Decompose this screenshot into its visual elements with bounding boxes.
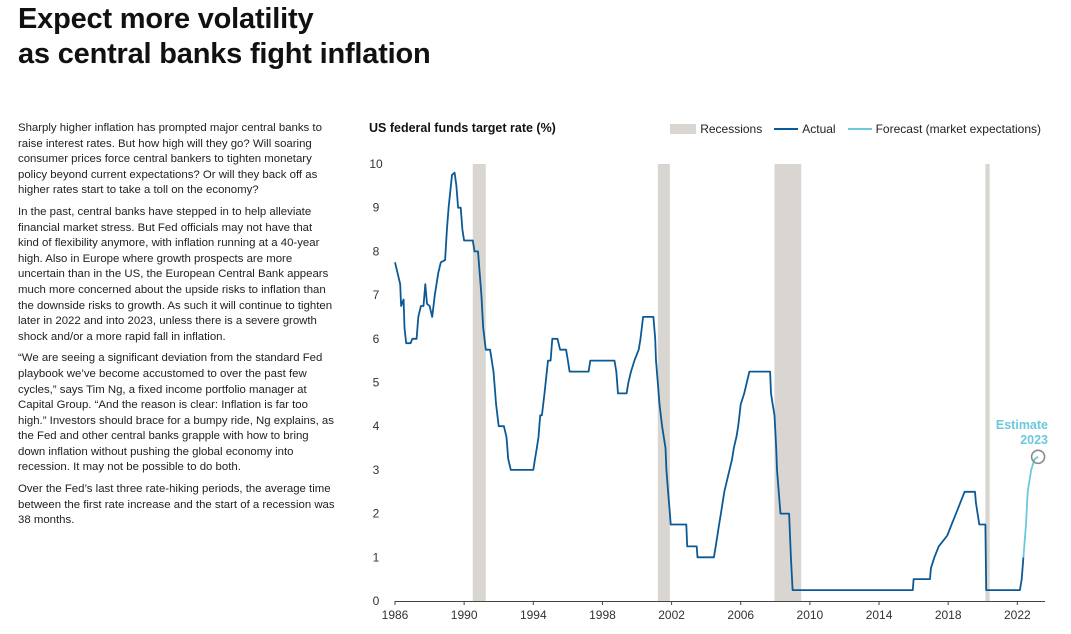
y-tick-label-1: 1 [373, 550, 380, 564]
recession-bands [472, 164, 990, 601]
y-tick-label-9: 9 [373, 201, 380, 215]
x-tick-label-2010: 2010 [797, 608, 824, 622]
y-tick-label-7: 7 [373, 288, 380, 302]
title-line-2: as central banks fight inflation [18, 38, 431, 70]
y-tick-label-10: 10 [369, 157, 383, 171]
chart-axes: 1986 1990 1994 1998 2002 2006 2010 2014 2018 2022… [369, 157, 1045, 622]
y-tick-label-0: 0 [373, 594, 380, 608]
recession-band-3 [774, 164, 802, 601]
estimate-marker-group [1030, 449, 1046, 465]
body-text: Sharply higher inflation has prompted ma… [18, 121, 336, 535]
forecast-series-line [1022, 456, 1039, 558]
x-tick-label-2014: 2014 [866, 608, 893, 622]
estimate-label-line-1: Estimate [995, 418, 1048, 432]
x-tick-label-2022: 2022 [1004, 608, 1031, 622]
paragraph-4: Over the Fed’s last three rate-hiking pe… [18, 483, 335, 527]
chart-title: US federal funds target rate (%) [369, 121, 556, 135]
x-tick-label-2002: 2002 [658, 608, 685, 622]
legend-item-actual: Actual [774, 122, 836, 136]
paragraph-3: “We are seeing a significant deviation f… [18, 352, 334, 474]
estimate-marker [1030, 449, 1046, 465]
forecast-swatch [847, 128, 872, 130]
legend-label-forecast: Forecast (market expectations) [875, 122, 1041, 136]
estimate-label-line-2: 2023 [1020, 433, 1048, 447]
recession-band-2 [657, 164, 670, 601]
page-title: Expect more volatility as central banks … [18, 2, 431, 72]
legend-label-actual: Actual [802, 122, 836, 136]
estimate-annotation: Estimate 2023 [990, 418, 1048, 448]
actual-series-line [394, 171, 1025, 591]
recession-band-1 [472, 164, 486, 601]
y-tick-label-6: 6 [373, 332, 380, 346]
y-tick-label-3: 3 [373, 463, 380, 477]
paragraph-1: Sharply higher inflation has prompted ma… [18, 122, 322, 197]
legend-item-recessions: Recessions [670, 122, 762, 136]
y-tick-label-8: 8 [373, 244, 380, 258]
y-tick-label-2: 2 [373, 507, 380, 521]
legend-label-recessions: Recessions [700, 122, 763, 136]
series-lines [394, 171, 1039, 591]
legend-item-forecast: Forecast (market expectations) [847, 122, 1041, 136]
x-tick-label-1998: 1998 [589, 608, 616, 622]
x-tick-label-2006: 2006 [727, 608, 754, 622]
paragraph-2: In the past, central banks have stepped … [18, 205, 333, 343]
title-line-1: Expect more volatility [18, 3, 314, 35]
actual-swatch [774, 128, 799, 130]
x-tick-label-1990: 1990 [451, 608, 478, 622]
x-tick-label-1986: 1986 [382, 608, 409, 622]
recession-swatch [670, 124, 697, 134]
recession-band-4 [985, 164, 990, 601]
y-tick-label-5: 5 [373, 376, 380, 390]
y-tick-label-4: 4 [373, 419, 380, 433]
x-tick-label-1994: 1994 [520, 608, 547, 622]
x-tick-label-2018: 2018 [935, 608, 962, 622]
chart-legend: Recessions Actual Forecast (market expec… [658, 122, 1041, 136]
